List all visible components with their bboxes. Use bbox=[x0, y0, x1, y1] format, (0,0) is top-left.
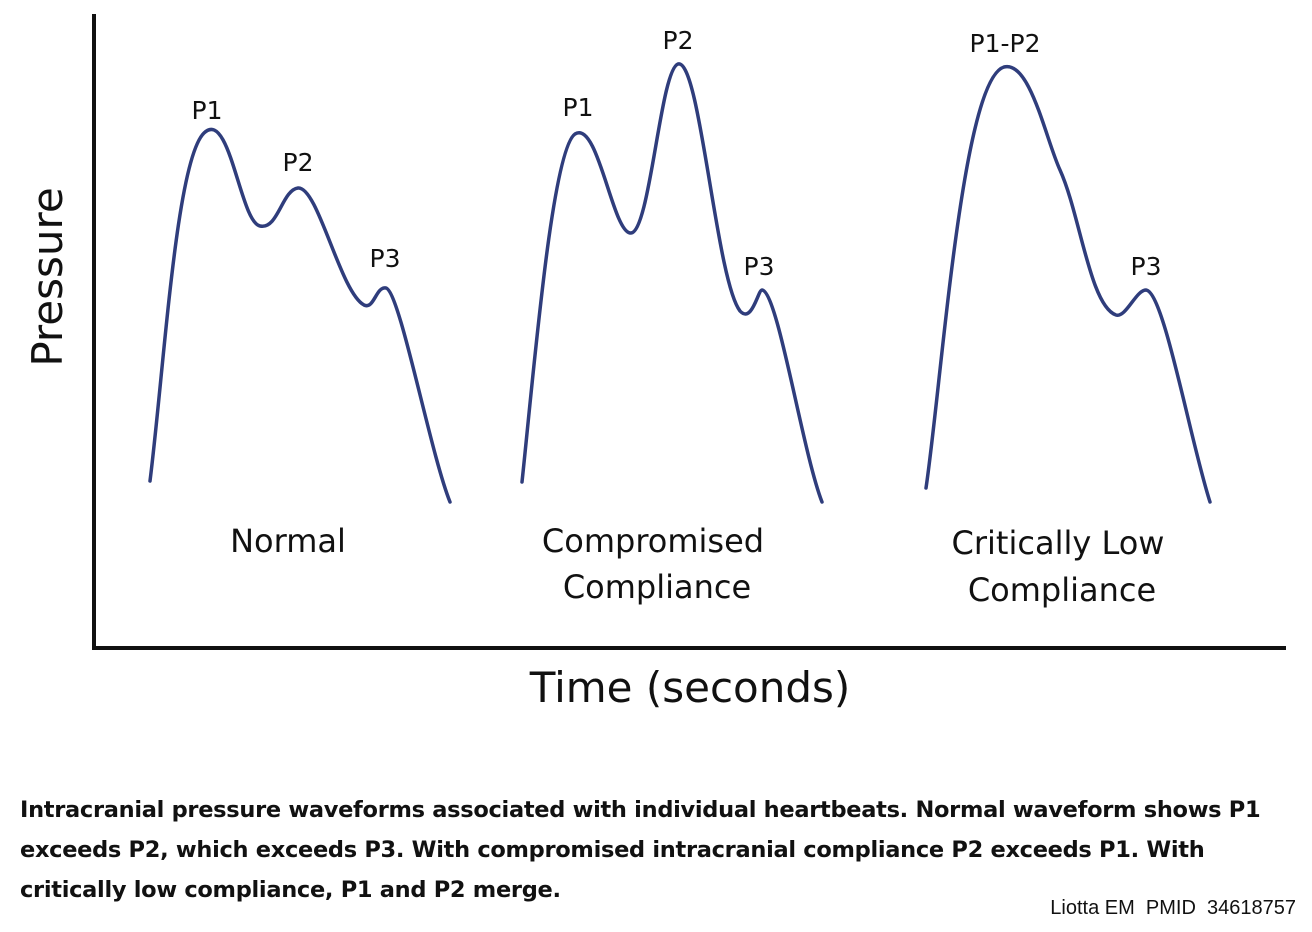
condition-label-normal: Normal bbox=[230, 522, 346, 560]
y-axis-label: Pressure bbox=[23, 187, 72, 366]
waveform-normal bbox=[148, 127, 452, 504]
condition-label-critically-low-line1: Critically Low bbox=[952, 524, 1165, 562]
peak-label-compromised-p1: P1 bbox=[563, 93, 594, 122]
peak-label-normal-p3: P3 bbox=[370, 244, 401, 273]
peak-label-critically-low-p3: P3 bbox=[1131, 252, 1162, 281]
waveform-critically-low bbox=[924, 65, 1212, 504]
waveform-compromised bbox=[520, 62, 824, 504]
waveform-diagram: Pressure Time (seconds) P1 P2 P3 P1 P2 P… bbox=[23, 14, 1286, 712]
citation: Liotta EM PMID 34618757 bbox=[1050, 897, 1296, 919]
peak-label-normal-p2: P2 bbox=[283, 148, 314, 177]
peak-label-compromised-p2: P2 bbox=[663, 26, 694, 55]
condition-label-compromised-line2: Compliance bbox=[563, 568, 751, 606]
x-axis-label: Time (seconds) bbox=[529, 663, 851, 712]
condition-label-critically-low-line2: Compliance bbox=[968, 571, 1156, 609]
peak-label-normal-p1: P1 bbox=[192, 96, 223, 125]
peak-label-compromised-p3: P3 bbox=[744, 252, 775, 281]
peak-label-critically-low-p1p2: P1-P2 bbox=[970, 29, 1041, 58]
condition-label-compromised-line1: Compromised bbox=[542, 522, 764, 560]
figure-caption: Intracranial pressure waveforms associat… bbox=[20, 797, 1261, 903]
